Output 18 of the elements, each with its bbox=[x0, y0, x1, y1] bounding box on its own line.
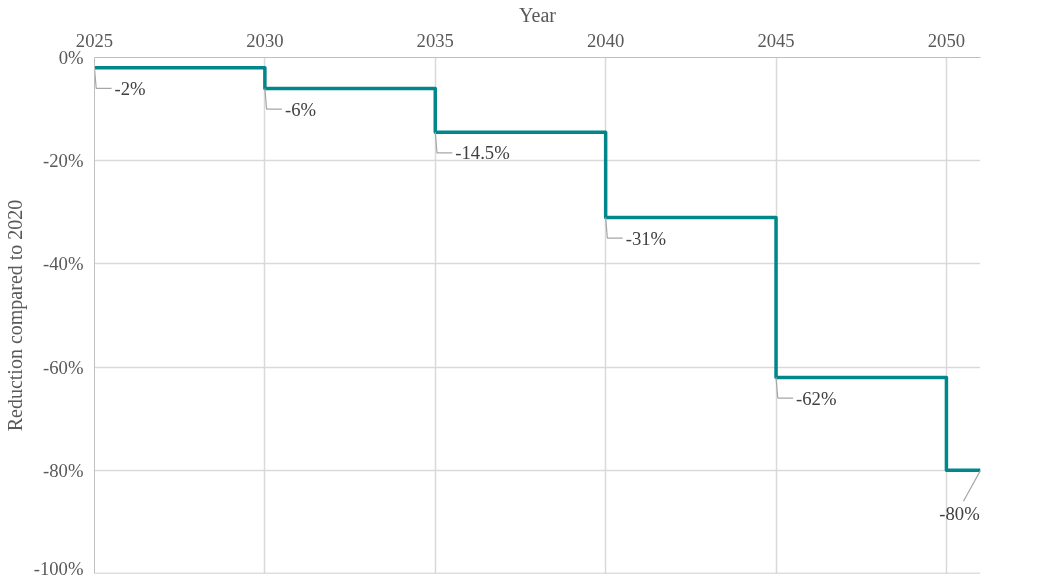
x-tick-label: 2035 bbox=[416, 29, 454, 51]
x-tick-label: 2050 bbox=[927, 29, 966, 51]
y-tick-label: -60% bbox=[43, 356, 84, 378]
data-label: -31% bbox=[625, 227, 667, 249]
data-label: -6% bbox=[284, 98, 317, 120]
x-tick-label: 2040 bbox=[587, 29, 625, 51]
data-label: -80% bbox=[939, 503, 980, 525]
x-axis-title: Year bbox=[519, 3, 557, 26]
x-tick-label: 2030 bbox=[246, 29, 284, 51]
data-label: -14.5% bbox=[455, 142, 510, 164]
y-tick-label: -20% bbox=[43, 150, 84, 172]
data-label: -2% bbox=[114, 77, 146, 99]
y-axis-title: Reduction compared to 2020 bbox=[3, 199, 27, 432]
y-tick-label: -40% bbox=[43, 253, 84, 275]
y-tick-label: -100% bbox=[33, 557, 84, 579]
x-tick-label: 2045 bbox=[757, 29, 795, 51]
y-tick-label: -80% bbox=[43, 459, 84, 481]
data-label: -62% bbox=[796, 387, 837, 409]
